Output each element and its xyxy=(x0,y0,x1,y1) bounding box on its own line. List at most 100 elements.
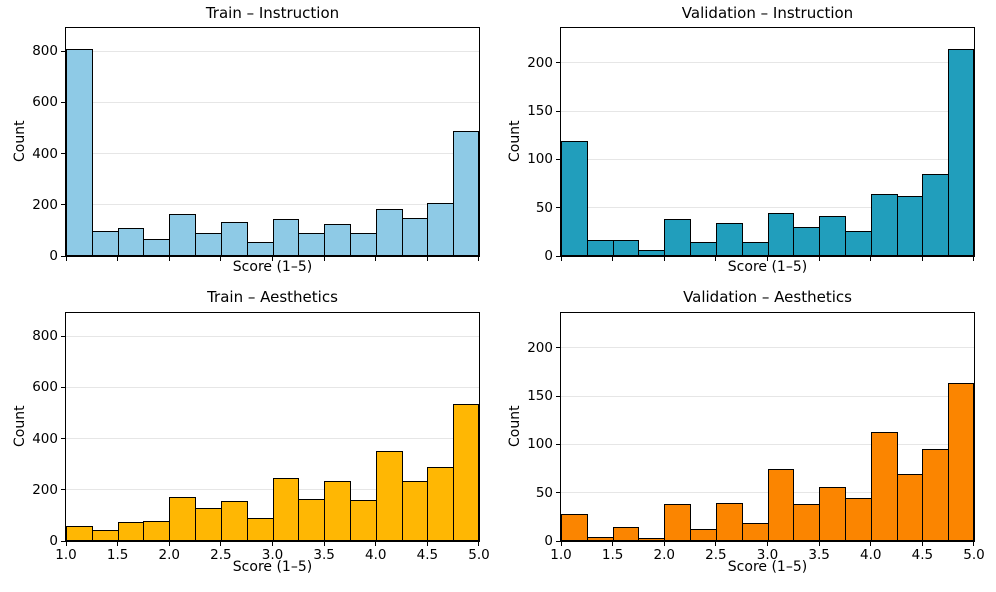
histogram-bar xyxy=(376,451,403,541)
x-tick-mark xyxy=(870,542,872,546)
x-tick-mark xyxy=(168,542,170,546)
histogram-bar xyxy=(561,141,588,256)
histogram-bar xyxy=(169,497,196,541)
histogram-bar xyxy=(273,478,299,541)
y-tick-mark xyxy=(61,438,65,440)
gridline xyxy=(561,443,974,445)
histogram-bar xyxy=(402,218,428,256)
histogram-bar xyxy=(819,216,846,256)
x-tick-mark xyxy=(117,257,119,261)
y-tick-mark xyxy=(556,492,560,494)
y-tick-label: 150 xyxy=(527,388,553,405)
histogram-bar xyxy=(247,518,274,541)
y-axis-label: Count xyxy=(12,120,28,162)
x-axis-label: Score (1–5) xyxy=(727,259,808,275)
y-tick-label: 0 xyxy=(544,533,553,549)
histogram-bar xyxy=(92,530,119,541)
histogram-bar xyxy=(845,231,872,256)
y-tick-mark xyxy=(61,50,65,52)
histogram-bar xyxy=(793,504,820,541)
x-tick-mark xyxy=(168,257,170,261)
y-tick-label: 50 xyxy=(535,484,553,501)
histogram-bar xyxy=(638,538,665,541)
x-tick-mark xyxy=(767,542,768,546)
y-tick-label: 50 xyxy=(535,199,553,216)
histogram-bar xyxy=(350,233,377,256)
y-tick-mark xyxy=(556,443,560,445)
histogram-bar xyxy=(819,487,846,541)
y-tick-mark xyxy=(556,110,560,112)
histogram-bar xyxy=(298,233,325,256)
x-tick-mark xyxy=(375,542,377,546)
histogram-bar xyxy=(897,196,923,256)
y-axis-label: Count xyxy=(507,405,523,447)
gridline xyxy=(561,395,974,397)
histogram-bar xyxy=(871,194,898,256)
histogram-bar xyxy=(66,526,93,541)
y-tick-mark xyxy=(61,335,65,337)
x-tick-label: 5.0 xyxy=(468,547,490,563)
gridline xyxy=(66,101,479,103)
y-tick-label: 0 xyxy=(49,533,58,549)
y-tick-label: 0 xyxy=(49,248,58,264)
y-tick-label: 800 xyxy=(32,43,58,60)
x-tick-mark xyxy=(220,257,222,261)
x-tick-mark xyxy=(220,542,222,546)
y-tick-mark xyxy=(61,101,65,103)
x-tick-mark xyxy=(117,542,119,546)
x-tick-mark xyxy=(272,542,273,546)
y-tick-mark xyxy=(61,255,65,257)
histogram-bar xyxy=(948,49,974,256)
y-tick-label: 400 xyxy=(32,430,58,447)
y-tick-label: 100 xyxy=(527,436,553,453)
histogram-bar xyxy=(613,527,639,541)
x-tick-mark xyxy=(767,257,768,261)
x-tick-label: 4.5 xyxy=(911,547,934,563)
gridline xyxy=(66,50,479,52)
histogram-bar xyxy=(690,242,717,256)
x-tick-mark xyxy=(272,257,273,261)
x-tick-mark xyxy=(870,257,872,261)
x-tick-mark xyxy=(426,542,428,546)
y-tick-label: 200 xyxy=(32,481,58,498)
x-tick-label: 1.0 xyxy=(550,547,572,563)
x-tick-mark xyxy=(375,257,377,261)
y-axis-label: Count xyxy=(507,120,523,162)
x-tick-label: 2.0 xyxy=(158,547,180,563)
plot-area-train-aesthetics: 0 200 400 600 800 1.0 1.5 2.0 2.5 3.0 3.5 4.0 4.5 5.0 xyxy=(32,312,490,563)
histogram-bar xyxy=(897,474,923,541)
y-tick-mark xyxy=(556,62,560,64)
histogram-bar xyxy=(247,242,274,256)
histogram-bar xyxy=(298,499,325,541)
x-tick-label: 2.5 xyxy=(210,547,232,563)
y-tick-mark xyxy=(61,540,65,542)
x-tick-label: 3.0 xyxy=(756,547,779,563)
y-tick-label: 0 xyxy=(544,248,553,264)
histogram-bar xyxy=(587,240,614,256)
x-tick-mark xyxy=(921,542,923,546)
histogram-bar xyxy=(613,240,639,256)
y-tick-mark xyxy=(556,158,560,160)
histogram-bar xyxy=(690,529,717,541)
histogram-bar xyxy=(716,223,743,256)
histogram-bar xyxy=(92,231,119,256)
x-tick-mark xyxy=(612,542,614,546)
histogram-bar xyxy=(402,481,428,541)
y-tick-mark xyxy=(556,207,560,209)
x-tick-label: 4.5 xyxy=(416,547,439,563)
x-axis-label: Score (1–5) xyxy=(727,559,808,575)
gridline xyxy=(561,207,974,209)
histogram-bar xyxy=(195,508,222,541)
histogram-bar xyxy=(221,222,248,256)
histogram-bar xyxy=(742,242,769,256)
histogram-bar xyxy=(118,522,144,541)
chart-title: Train – Instruction xyxy=(205,4,340,22)
histogram-bar xyxy=(221,501,248,541)
x-tick-label: 1.0 xyxy=(55,547,77,563)
x-tick-label: 2.0 xyxy=(653,547,675,563)
gridline xyxy=(561,158,974,160)
y-tick-label: 800 xyxy=(32,328,58,345)
